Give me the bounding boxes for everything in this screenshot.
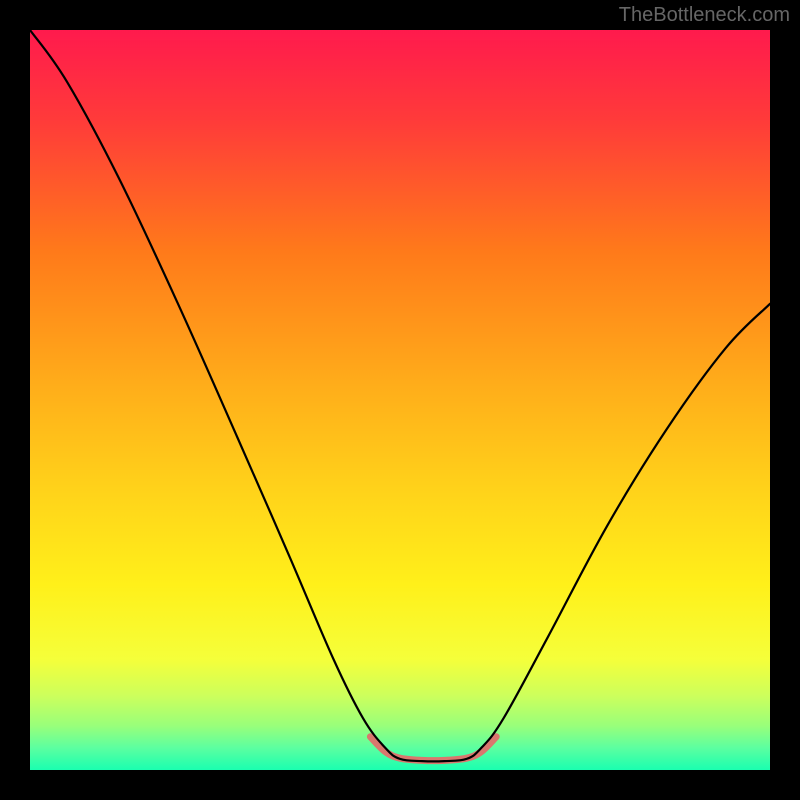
chart-frame: TheBottleneck.com [0, 0, 800, 800]
gradient-rect [30, 30, 770, 770]
watermark-text: TheBottleneck.com [619, 4, 790, 27]
plot-svg [30, 30, 770, 770]
plot-area [30, 30, 770, 770]
